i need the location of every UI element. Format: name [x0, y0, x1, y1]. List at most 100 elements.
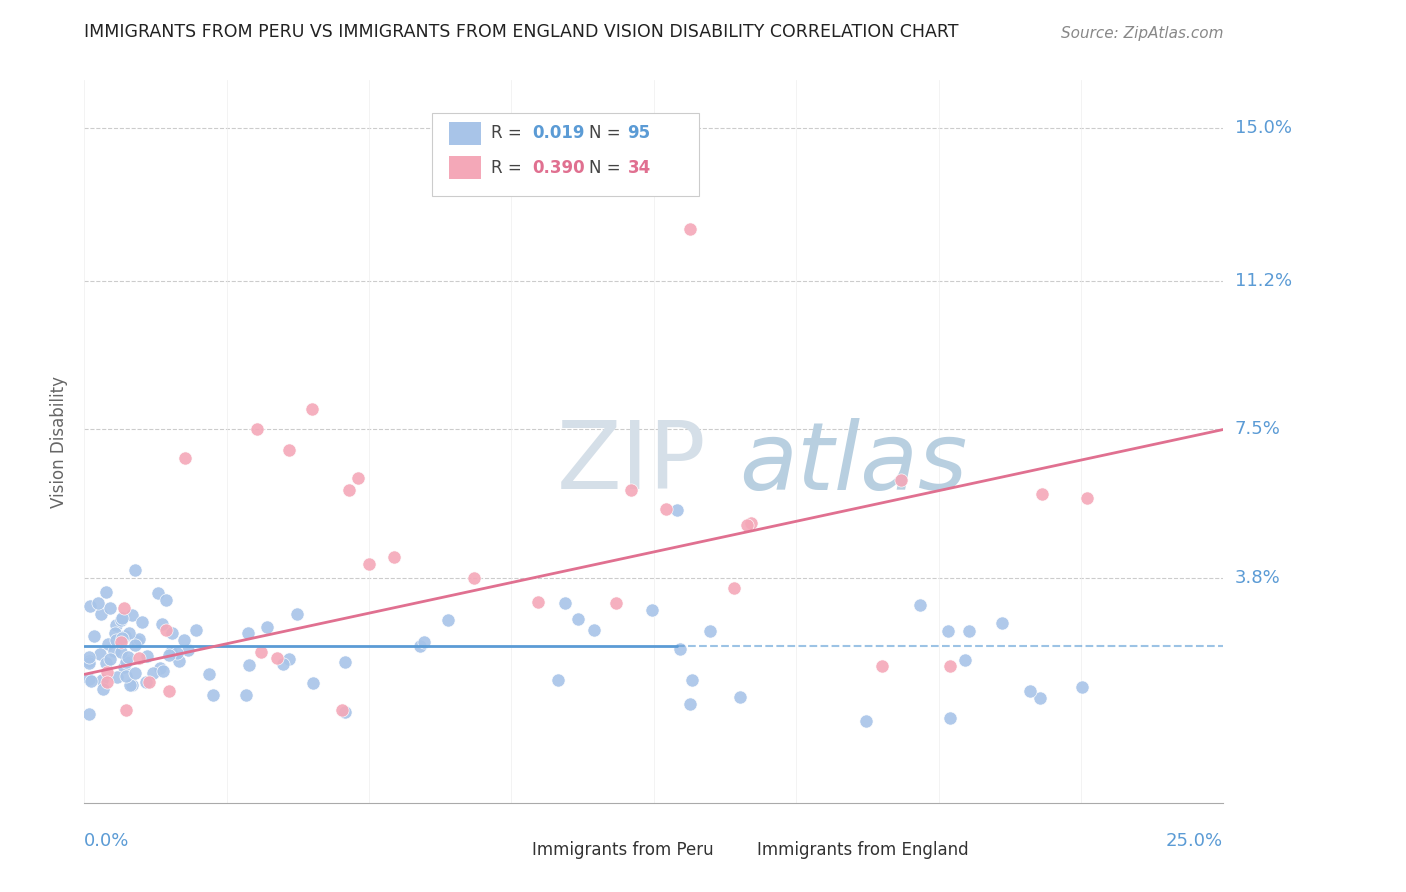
- Point: [250, 645, 273, 659]
- Point: [681, 673, 703, 688]
- Point: [131, 615, 153, 629]
- Point: [114, 703, 136, 717]
- Point: [408, 639, 430, 653]
- Point: [437, 613, 460, 627]
- Point: [150, 616, 173, 631]
- Point: [152, 664, 174, 678]
- Text: 3.8%: 3.8%: [1234, 569, 1281, 587]
- Point: [149, 661, 172, 675]
- Point: [547, 673, 569, 687]
- Point: [104, 632, 127, 647]
- Point: [730, 690, 752, 704]
- Point: [167, 654, 190, 668]
- Point: [114, 655, 136, 669]
- Point: [94, 585, 117, 599]
- Point: [278, 442, 301, 457]
- Point: [120, 678, 142, 692]
- Point: [112, 660, 135, 674]
- Point: [104, 625, 127, 640]
- Point: [1031, 487, 1053, 501]
- FancyBboxPatch shape: [720, 840, 749, 861]
- Point: [128, 632, 150, 646]
- Point: [256, 620, 278, 634]
- Point: [77, 650, 100, 665]
- Point: [337, 483, 360, 497]
- Point: [155, 593, 177, 607]
- Point: [567, 612, 589, 626]
- Text: 11.2%: 11.2%: [1234, 272, 1292, 290]
- Point: [357, 558, 380, 572]
- Point: [413, 635, 436, 649]
- Point: [582, 623, 605, 637]
- Point: [166, 646, 188, 660]
- Text: 0.0%: 0.0%: [84, 831, 129, 850]
- Point: [238, 658, 260, 673]
- Point: [103, 644, 125, 658]
- Point: [146, 585, 169, 599]
- Point: [890, 473, 912, 487]
- Point: [79, 654, 101, 668]
- Text: 25.0%: 25.0%: [1166, 831, 1223, 850]
- Point: [89, 647, 111, 661]
- Point: [333, 655, 356, 669]
- Text: atlas: atlas: [740, 417, 967, 508]
- Text: 0.390: 0.390: [531, 159, 585, 177]
- Point: [740, 516, 762, 531]
- Point: [723, 581, 745, 595]
- Point: [110, 645, 132, 659]
- Point: [957, 624, 980, 638]
- Point: [117, 654, 139, 668]
- Text: N =: N =: [589, 124, 626, 142]
- Point: [1071, 681, 1094, 695]
- Point: [939, 659, 962, 673]
- Point: [382, 549, 405, 564]
- Point: [77, 673, 100, 687]
- Point: [735, 517, 758, 532]
- Point: [910, 598, 932, 612]
- Point: [90, 607, 112, 621]
- Point: [527, 595, 550, 609]
- Point: [302, 675, 325, 690]
- Point: [91, 673, 114, 688]
- Point: [157, 648, 180, 663]
- Point: [177, 642, 200, 657]
- Point: [121, 607, 143, 622]
- Text: Immigrants from Peru: Immigrants from Peru: [531, 841, 714, 860]
- Point: [91, 681, 114, 696]
- Point: [605, 596, 627, 610]
- Y-axis label: Vision Disability: Vision Disability: [51, 376, 69, 508]
- Text: 95: 95: [627, 124, 651, 142]
- Point: [118, 625, 141, 640]
- Point: [641, 603, 664, 617]
- Point: [330, 703, 353, 717]
- Point: [77, 706, 100, 721]
- Point: [301, 402, 323, 417]
- Point: [668, 641, 690, 656]
- Point: [128, 651, 150, 665]
- Point: [135, 674, 157, 689]
- Point: [278, 652, 301, 666]
- Point: [197, 666, 219, 681]
- FancyBboxPatch shape: [495, 840, 524, 861]
- Text: 34: 34: [627, 159, 651, 177]
- Point: [105, 670, 128, 684]
- Text: 0.019: 0.019: [531, 124, 585, 142]
- Point: [114, 629, 136, 643]
- Point: [665, 502, 688, 516]
- FancyBboxPatch shape: [449, 122, 481, 145]
- Point: [142, 665, 165, 680]
- Point: [554, 596, 576, 610]
- Text: 7.5%: 7.5%: [1234, 420, 1281, 439]
- Point: [173, 633, 195, 648]
- Text: Source: ZipAtlas.com: Source: ZipAtlas.com: [1060, 26, 1223, 40]
- Point: [160, 645, 183, 659]
- Point: [463, 571, 485, 585]
- Point: [110, 613, 132, 627]
- Point: [953, 653, 976, 667]
- FancyBboxPatch shape: [449, 156, 481, 179]
- Point: [620, 483, 643, 497]
- Point: [155, 623, 177, 637]
- Point: [96, 665, 118, 679]
- Point: [124, 563, 146, 577]
- Point: [870, 659, 893, 673]
